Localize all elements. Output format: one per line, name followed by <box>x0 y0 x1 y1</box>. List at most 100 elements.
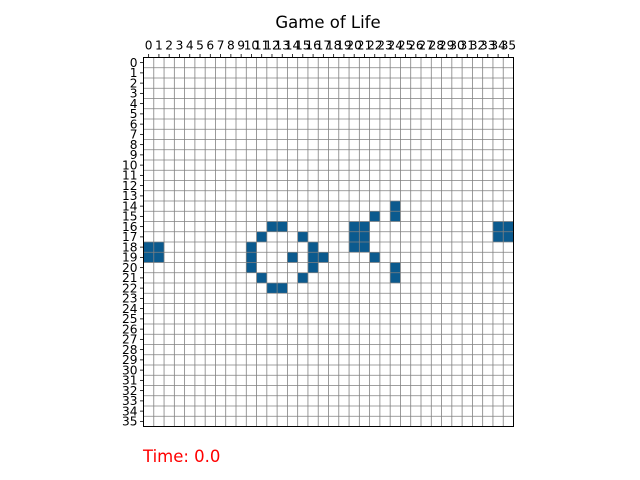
live-cell[interactable] <box>256 231 267 242</box>
live-cell[interactable] <box>297 272 308 283</box>
x-tick-label: 3 <box>176 39 184 53</box>
live-cell[interactable] <box>143 252 154 263</box>
x-tick-label: 14 <box>285 39 301 53</box>
live-cell[interactable] <box>246 262 257 273</box>
live-cell[interactable] <box>307 262 319 273</box>
x-tick-label: 26 <box>408 39 424 53</box>
grid-lines <box>143 57 514 427</box>
y-tick-label: 27 <box>122 333 138 347</box>
time-display: Time: 0.0 <box>143 447 221 466</box>
live-cell[interactable] <box>390 201 401 212</box>
live-cell[interactable] <box>503 231 514 242</box>
x-tick-label: 0 <box>145 39 153 53</box>
x-tick-label: 17 <box>316 39 332 53</box>
y-tick-label: 35 <box>122 415 138 429</box>
x-tick-label: 28 <box>429 39 445 53</box>
y-tick-label: 6 <box>130 117 138 131</box>
x-tick-label: 18 <box>326 39 342 53</box>
y-axis-ticks: 0123456789101112131415161718192021222324… <box>122 56 144 429</box>
live-cell[interactable] <box>277 221 288 232</box>
y-tick-label: 8 <box>130 138 138 152</box>
live-cell[interactable] <box>349 221 360 232</box>
y-tick-label: 4 <box>130 97 138 111</box>
board-frame <box>143 57 514 427</box>
y-tick-label: 15 <box>122 210 138 224</box>
x-tick-label: 30 <box>449 39 465 53</box>
live-cell[interactable] <box>143 242 154 253</box>
y-tick-label: 25 <box>122 312 138 326</box>
live-cell[interactable] <box>369 252 380 263</box>
live-cell[interactable] <box>492 231 504 242</box>
live-cell[interactable] <box>390 262 401 273</box>
live-cell[interactable] <box>277 283 288 294</box>
live-cell[interactable] <box>359 242 370 253</box>
live-cell[interactable] <box>359 231 370 242</box>
x-tick-label: 19 <box>336 39 352 53</box>
x-tick-label: 6 <box>206 39 214 53</box>
x-tick-label: 21 <box>357 39 373 53</box>
live-cell[interactable] <box>390 211 401 222</box>
x-tick-label: 8 <box>227 39 235 53</box>
x-tick-label: 31 <box>459 39 475 53</box>
live-cell[interactable] <box>318 252 329 263</box>
live-cell[interactable] <box>307 242 319 253</box>
y-tick-label: 13 <box>122 189 138 203</box>
x-tick-label: 13 <box>274 39 290 53</box>
live-cell[interactable] <box>369 211 380 222</box>
live-cell[interactable] <box>153 252 165 263</box>
y-tick-label: 11 <box>122 169 138 183</box>
live-cell[interactable] <box>256 272 267 283</box>
live-cell[interactable] <box>349 231 360 242</box>
x-tick-label: 25 <box>398 39 414 53</box>
live-cell[interactable] <box>153 242 165 253</box>
y-tick-label: 7 <box>130 128 138 142</box>
live-cell[interactable] <box>390 272 401 283</box>
y-tick-label: 29 <box>122 353 138 367</box>
live-cell[interactable] <box>287 252 298 263</box>
y-tick-label: 5 <box>130 107 138 121</box>
x-tick-label: 9 <box>237 39 245 53</box>
page-title: Game of Life <box>275 13 380 32</box>
x-tick-label: 32 <box>470 39 486 53</box>
y-tick-label: 17 <box>122 230 138 244</box>
live-cell[interactable] <box>307 252 319 263</box>
x-tick-label: 12 <box>264 39 280 53</box>
x-tick-label: 15 <box>295 39 311 53</box>
live-cell[interactable] <box>246 242 257 253</box>
y-tick-label: 20 <box>122 261 138 275</box>
y-tick-label: 10 <box>122 158 138 172</box>
x-tick-label: 11 <box>254 39 270 53</box>
y-tick-label: 33 <box>122 394 138 408</box>
x-tick-label: 2 <box>165 39 173 53</box>
y-tick-label: 28 <box>122 343 138 357</box>
y-tick-label: 12 <box>122 179 138 193</box>
x-tick-label: 29 <box>439 39 455 53</box>
live-cell[interactable] <box>492 221 504 232</box>
x-tick-label: 7 <box>217 39 225 53</box>
y-tick-label: 2 <box>130 76 138 90</box>
y-tick-label: 3 <box>130 87 138 101</box>
x-axis-ticks: 0 1 2 3 4 5 6 7 8 9101112131415161718192021222324… <box>145 39 516 58</box>
y-tick-label: 23 <box>122 292 138 306</box>
y-tick-label: 16 <box>122 220 138 234</box>
x-tick-label: 16 <box>305 39 321 53</box>
y-tick-label: 32 <box>122 384 138 398</box>
live-cell[interactable] <box>359 221 370 232</box>
y-tick-label: 21 <box>122 271 138 285</box>
live-cell[interactable] <box>349 242 360 253</box>
y-tick-label: 30 <box>122 363 138 377</box>
live-cell[interactable] <box>266 221 278 232</box>
x-tick-label: 27 <box>418 39 434 53</box>
x-tick-label: 4 <box>186 39 194 53</box>
live-cell[interactable] <box>503 221 514 232</box>
x-tick-label: 1 <box>155 39 163 53</box>
x-tick-label: 23 <box>377 39 393 53</box>
live-cell[interactable] <box>266 283 278 294</box>
x-tick-label: 20 <box>346 39 362 53</box>
y-tick-label: 34 <box>122 404 138 418</box>
x-tick-label: 33 <box>480 39 496 53</box>
live-cell[interactable] <box>246 252 257 263</box>
live-cell[interactable] <box>297 231 308 242</box>
